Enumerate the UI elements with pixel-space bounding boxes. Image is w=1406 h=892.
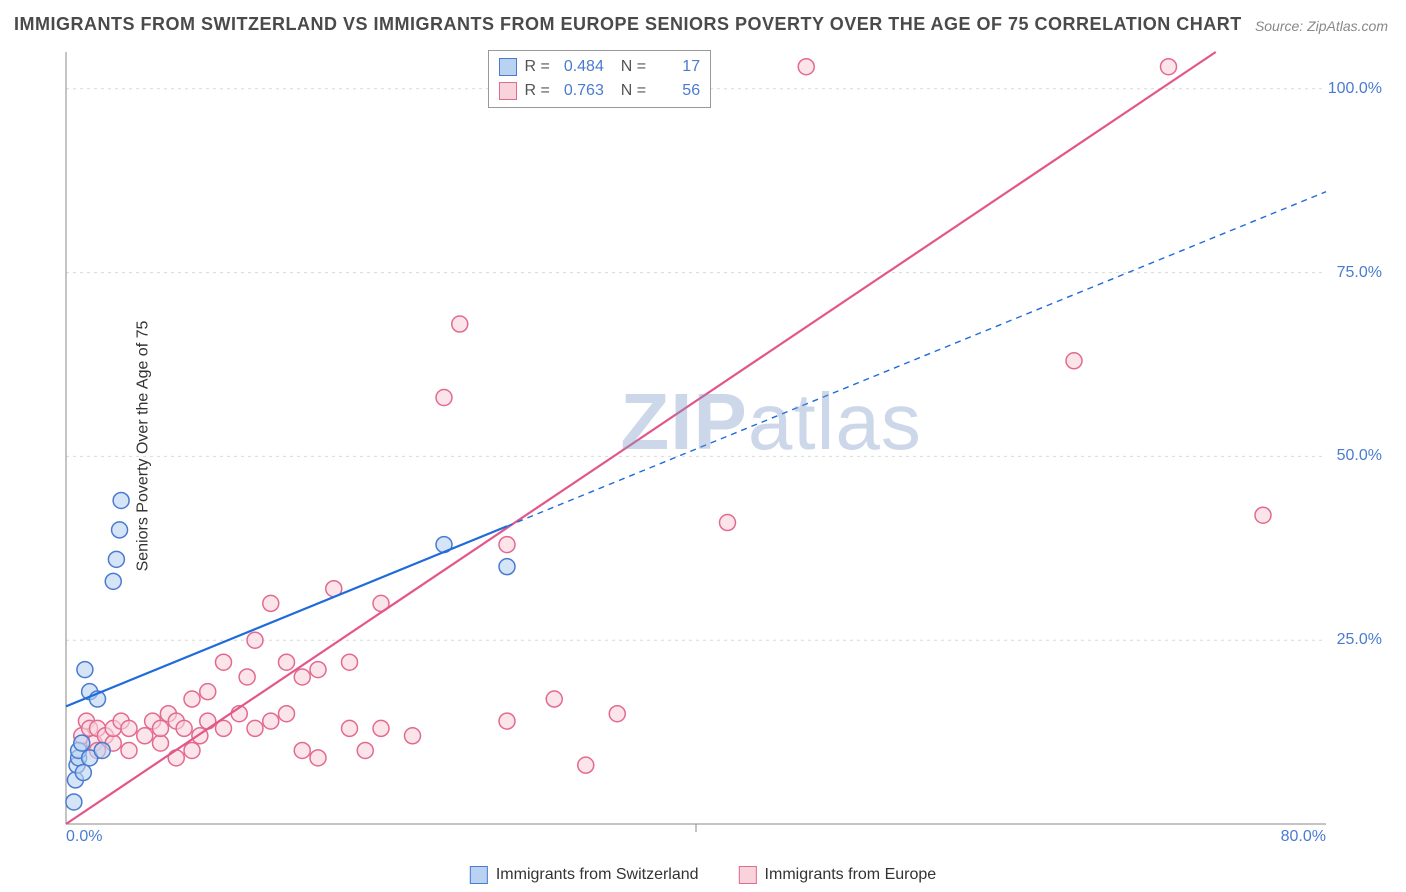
legend-item-blue: Immigrants from Switzerland [470, 866, 699, 884]
r-label: R = [525, 55, 550, 79]
source-label: Source: ZipAtlas.com [1255, 18, 1388, 34]
y-tick-label: 100.0% [1328, 80, 1382, 98]
plot-area: R = 0.484 N = 17 R = 0.763 N = 56 ZIPatl… [60, 46, 1396, 852]
y-tick-label: 50.0% [1337, 447, 1382, 465]
x-tick-label: 80.0% [1281, 828, 1326, 846]
legend-label-blue: Immigrants from Switzerland [496, 866, 699, 884]
stats-legend-box: R = 0.484 N = 17 R = 0.763 N = 56 [488, 50, 712, 108]
n-value-blue: 17 [654, 55, 700, 79]
y-tick-label: 25.0% [1337, 631, 1382, 649]
y-tick-label: 75.0% [1337, 264, 1382, 282]
swatch-blue [470, 866, 488, 884]
legend-label-pink: Immigrants from Europe [765, 866, 937, 884]
x-tick-label: 0.0% [66, 828, 102, 846]
r-value-blue: 0.484 [558, 55, 604, 79]
swatch-pink [499, 82, 517, 100]
n-label: N = [612, 79, 646, 103]
legend-item-pink: Immigrants from Europe [739, 866, 937, 884]
n-value-pink: 56 [654, 79, 700, 103]
stats-row-blue: R = 0.484 N = 17 [499, 55, 701, 79]
stats-row-pink: R = 0.763 N = 56 [499, 79, 701, 103]
n-label: N = [612, 55, 646, 79]
chart-title: IMMIGRANTS FROM SWITZERLAND VS IMMIGRANT… [14, 14, 1242, 35]
swatch-blue [499, 58, 517, 76]
scatter-chart [60, 46, 1396, 852]
swatch-pink [739, 866, 757, 884]
bottom-legend: Immigrants from Switzerland Immigrants f… [470, 866, 936, 884]
r-label: R = [525, 79, 550, 103]
r-value-pink: 0.763 [558, 79, 604, 103]
